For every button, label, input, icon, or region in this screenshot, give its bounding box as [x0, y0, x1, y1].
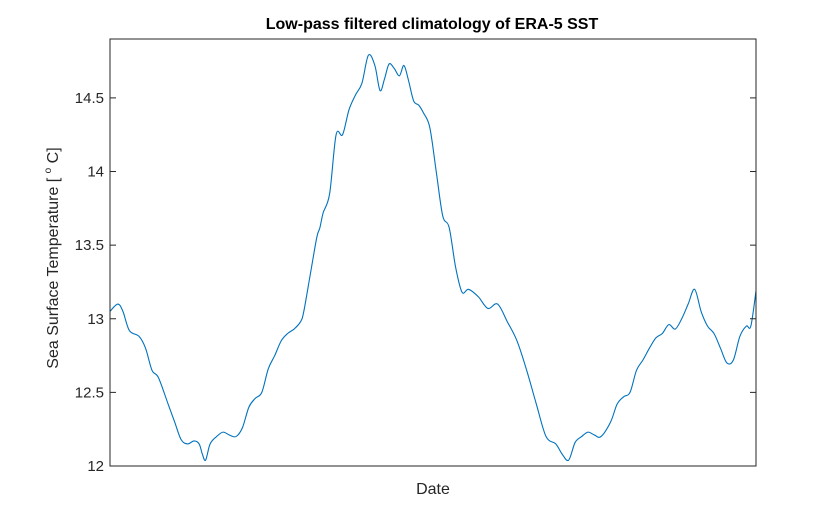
- x-axis-label: Date: [416, 481, 450, 498]
- y-axis-label: Sea Surface Temperature [ o C]: [38, 147, 62, 368]
- series-layer: [109, 54, 757, 462]
- y-tick-labels: 12 12.5 13 13.5 14 14.5: [75, 90, 104, 475]
- y-tick-label: 13.5: [75, 237, 104, 254]
- y-axis-label-group: Sea Surface Temperature [ o C]: [38, 147, 62, 368]
- y-tick-label: 13: [87, 311, 104, 328]
- y-axis-label-main: Sea Surface Temperature [: [45, 177, 62, 368]
- y-tick-label: 14: [87, 164, 104, 181]
- y-tick-label: 14.5: [75, 90, 104, 107]
- y-ticks: [110, 97, 756, 467]
- plot-frame: [109, 38, 757, 467]
- chart-title: Low-pass filtered climatology of ERA-5 S…: [266, 16, 599, 33]
- plot-area: [110, 39, 756, 466]
- y-tick-label: 12.5: [75, 384, 104, 401]
- sst-series-line: [109, 54, 757, 462]
- y-tick-label: 12: [87, 458, 104, 475]
- y-axis-label-superscript: o: [43, 167, 54, 173]
- y-axis-label-unit: C]: [45, 147, 62, 163]
